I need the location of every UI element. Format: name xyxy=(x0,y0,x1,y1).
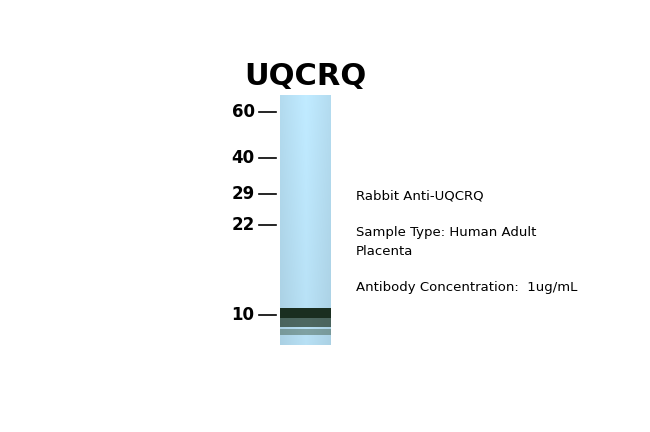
Text: Placenta: Placenta xyxy=(356,245,413,257)
Text: Sample Type: Human Adult: Sample Type: Human Adult xyxy=(356,226,536,239)
Text: UQCRQ: UQCRQ xyxy=(244,62,367,91)
Text: Rabbit Anti-UQCRQ: Rabbit Anti-UQCRQ xyxy=(356,190,484,203)
Text: Antibody Concentration:  1ug/mL: Antibody Concentration: 1ug/mL xyxy=(356,281,577,294)
Text: 60: 60 xyxy=(231,103,255,121)
Text: 10: 10 xyxy=(231,305,255,324)
Bar xyxy=(280,318,331,327)
Text: 22: 22 xyxy=(231,216,255,234)
Bar xyxy=(280,308,331,318)
Text: 40: 40 xyxy=(231,149,255,167)
Text: 29: 29 xyxy=(231,185,255,203)
Bar xyxy=(280,329,331,334)
